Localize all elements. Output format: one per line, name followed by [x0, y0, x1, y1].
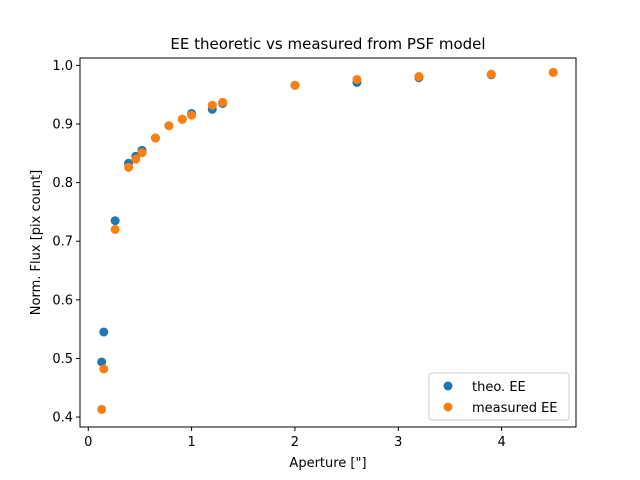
y-tick-label: 0.8: [52, 176, 73, 191]
data-point-measured-ee: [137, 148, 147, 158]
x-tick-label: 0: [84, 435, 92, 450]
data-point-measured-ee: [177, 114, 187, 124]
y-axis-label: Norm. Flux [pix count]: [29, 170, 44, 315]
y-tick-label: 1.0: [52, 59, 73, 74]
data-point-theo-ee: [99, 327, 109, 337]
chart-title: EE theoretic vs measured from PSF model: [170, 35, 485, 53]
data-points: [97, 67, 558, 414]
x-axis: 0 1 2 3 4: [84, 427, 506, 450]
data-point-measured-ee: [97, 404, 107, 414]
data-point-measured-ee: [150, 133, 160, 143]
x-axis-label: Aperture ["]: [289, 456, 366, 471]
plot-area: [79, 57, 577, 428]
data-point-theo-ee: [110, 216, 120, 226]
axes-frame: [79, 57, 577, 428]
data-point-measured-ee: [207, 100, 217, 110]
data-point-measured-ee: [290, 80, 300, 90]
data-point-theo-ee: [97, 357, 107, 367]
data-point-measured-ee: [486, 69, 496, 79]
y-tick-label: 0.9: [52, 117, 73, 132]
x-tick-label: 3: [394, 435, 402, 450]
x-tick-label: 2: [291, 435, 299, 450]
data-point-measured-ee: [110, 224, 120, 234]
y-tick-label: 0.6: [52, 293, 73, 308]
y-tick-label: 0.7: [52, 235, 73, 250]
data-point-measured-ee: [187, 110, 197, 120]
y-tick-label: 0.5: [52, 352, 73, 367]
legend: theo. EE measured EE: [428, 372, 570, 421]
x-tick-label: 4: [497, 435, 505, 450]
data-point-measured-ee: [124, 162, 134, 172]
data-point-measured-ee: [164, 121, 174, 131]
data-point-measured-ee: [548, 67, 558, 77]
legend-label-measured-ee: measured EE: [472, 401, 558, 416]
legend-marker-theo-ee: [443, 381, 453, 391]
legend-box: [428, 372, 570, 421]
data-point-measured-ee: [218, 97, 228, 107]
legend-marker-measured-ee: [443, 402, 453, 412]
y-axis: 0.4 0.5 0.6 0.7 0.8 0.9 1.0: [52, 59, 80, 426]
data-point-measured-ee: [352, 74, 362, 84]
x-tick-label: 1: [187, 435, 195, 450]
y-tick-label: 0.4: [52, 411, 73, 426]
data-point-measured-ee: [131, 154, 141, 164]
data-point-measured-ee: [414, 72, 424, 82]
legend-label-theo-ee: theo. EE: [472, 380, 526, 395]
data-point-measured-ee: [99, 364, 109, 374]
